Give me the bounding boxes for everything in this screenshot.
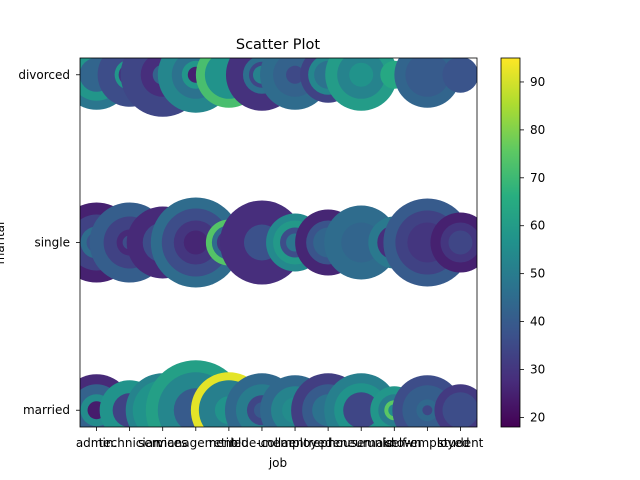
- scatter-point: [442, 392, 477, 427]
- scatter-point: [183, 230, 208, 255]
- scatter-point: [422, 405, 433, 416]
- colorbar-axis: 20 30 40 50 60 70 80 90: [520, 75, 545, 424]
- x-tick-label: housemaid: [328, 436, 394, 450]
- x-tick-label: unemployed: [258, 436, 333, 450]
- scatter-markers: [80, 58, 477, 427]
- scatter-point: [343, 392, 380, 427]
- x-axis-label: job: [268, 456, 287, 470]
- y-tick-label: married: [23, 403, 70, 417]
- x-tick-label: blue-collar: [230, 436, 293, 450]
- colorbar-tick-label: 20: [530, 410, 545, 424]
- scatter-point: [442, 58, 477, 93]
- x-tick-label: technician: [99, 436, 161, 450]
- colorbar-tick-label: 80: [530, 123, 545, 137]
- colorbar-tick-label: 70: [530, 171, 545, 185]
- x-tick-label: student: [438, 436, 484, 450]
- y-tick-label: single: [34, 236, 70, 250]
- colorbar-tick-label: 60: [530, 219, 545, 233]
- x-tick-label: unknown: [367, 436, 422, 450]
- colorbar-tick-label: 40: [530, 315, 545, 329]
- x-tick-label: services: [138, 436, 187, 450]
- x-tick-label: retired: [209, 436, 249, 450]
- chart-title: Scatter Plot: [236, 37, 321, 53]
- x-tick-label: admin.: [76, 436, 117, 450]
- x-tick-label: self-employed: [385, 436, 469, 450]
- scatter-point: [349, 62, 374, 87]
- y-axis-label: marital: [0, 222, 7, 265]
- y-axis: married single divorced: [18, 68, 80, 417]
- colorbar-tick-label: 30: [530, 362, 545, 376]
- x-tick-label: management: [156, 436, 237, 450]
- x-tick-label: entrepreneur: [289, 436, 368, 450]
- x-axis: admin.technicianservicesmanagementretire…: [76, 427, 484, 450]
- y-tick-label: divorced: [18, 68, 70, 82]
- colorbar-tick-label: 50: [530, 267, 545, 281]
- scatter-point: [286, 65, 305, 84]
- colorbar: [500, 57, 521, 428]
- colorbar-tick-label: 90: [530, 75, 545, 89]
- scatter-point: [405, 58, 450, 97]
- scatter-point: [448, 230, 473, 255]
